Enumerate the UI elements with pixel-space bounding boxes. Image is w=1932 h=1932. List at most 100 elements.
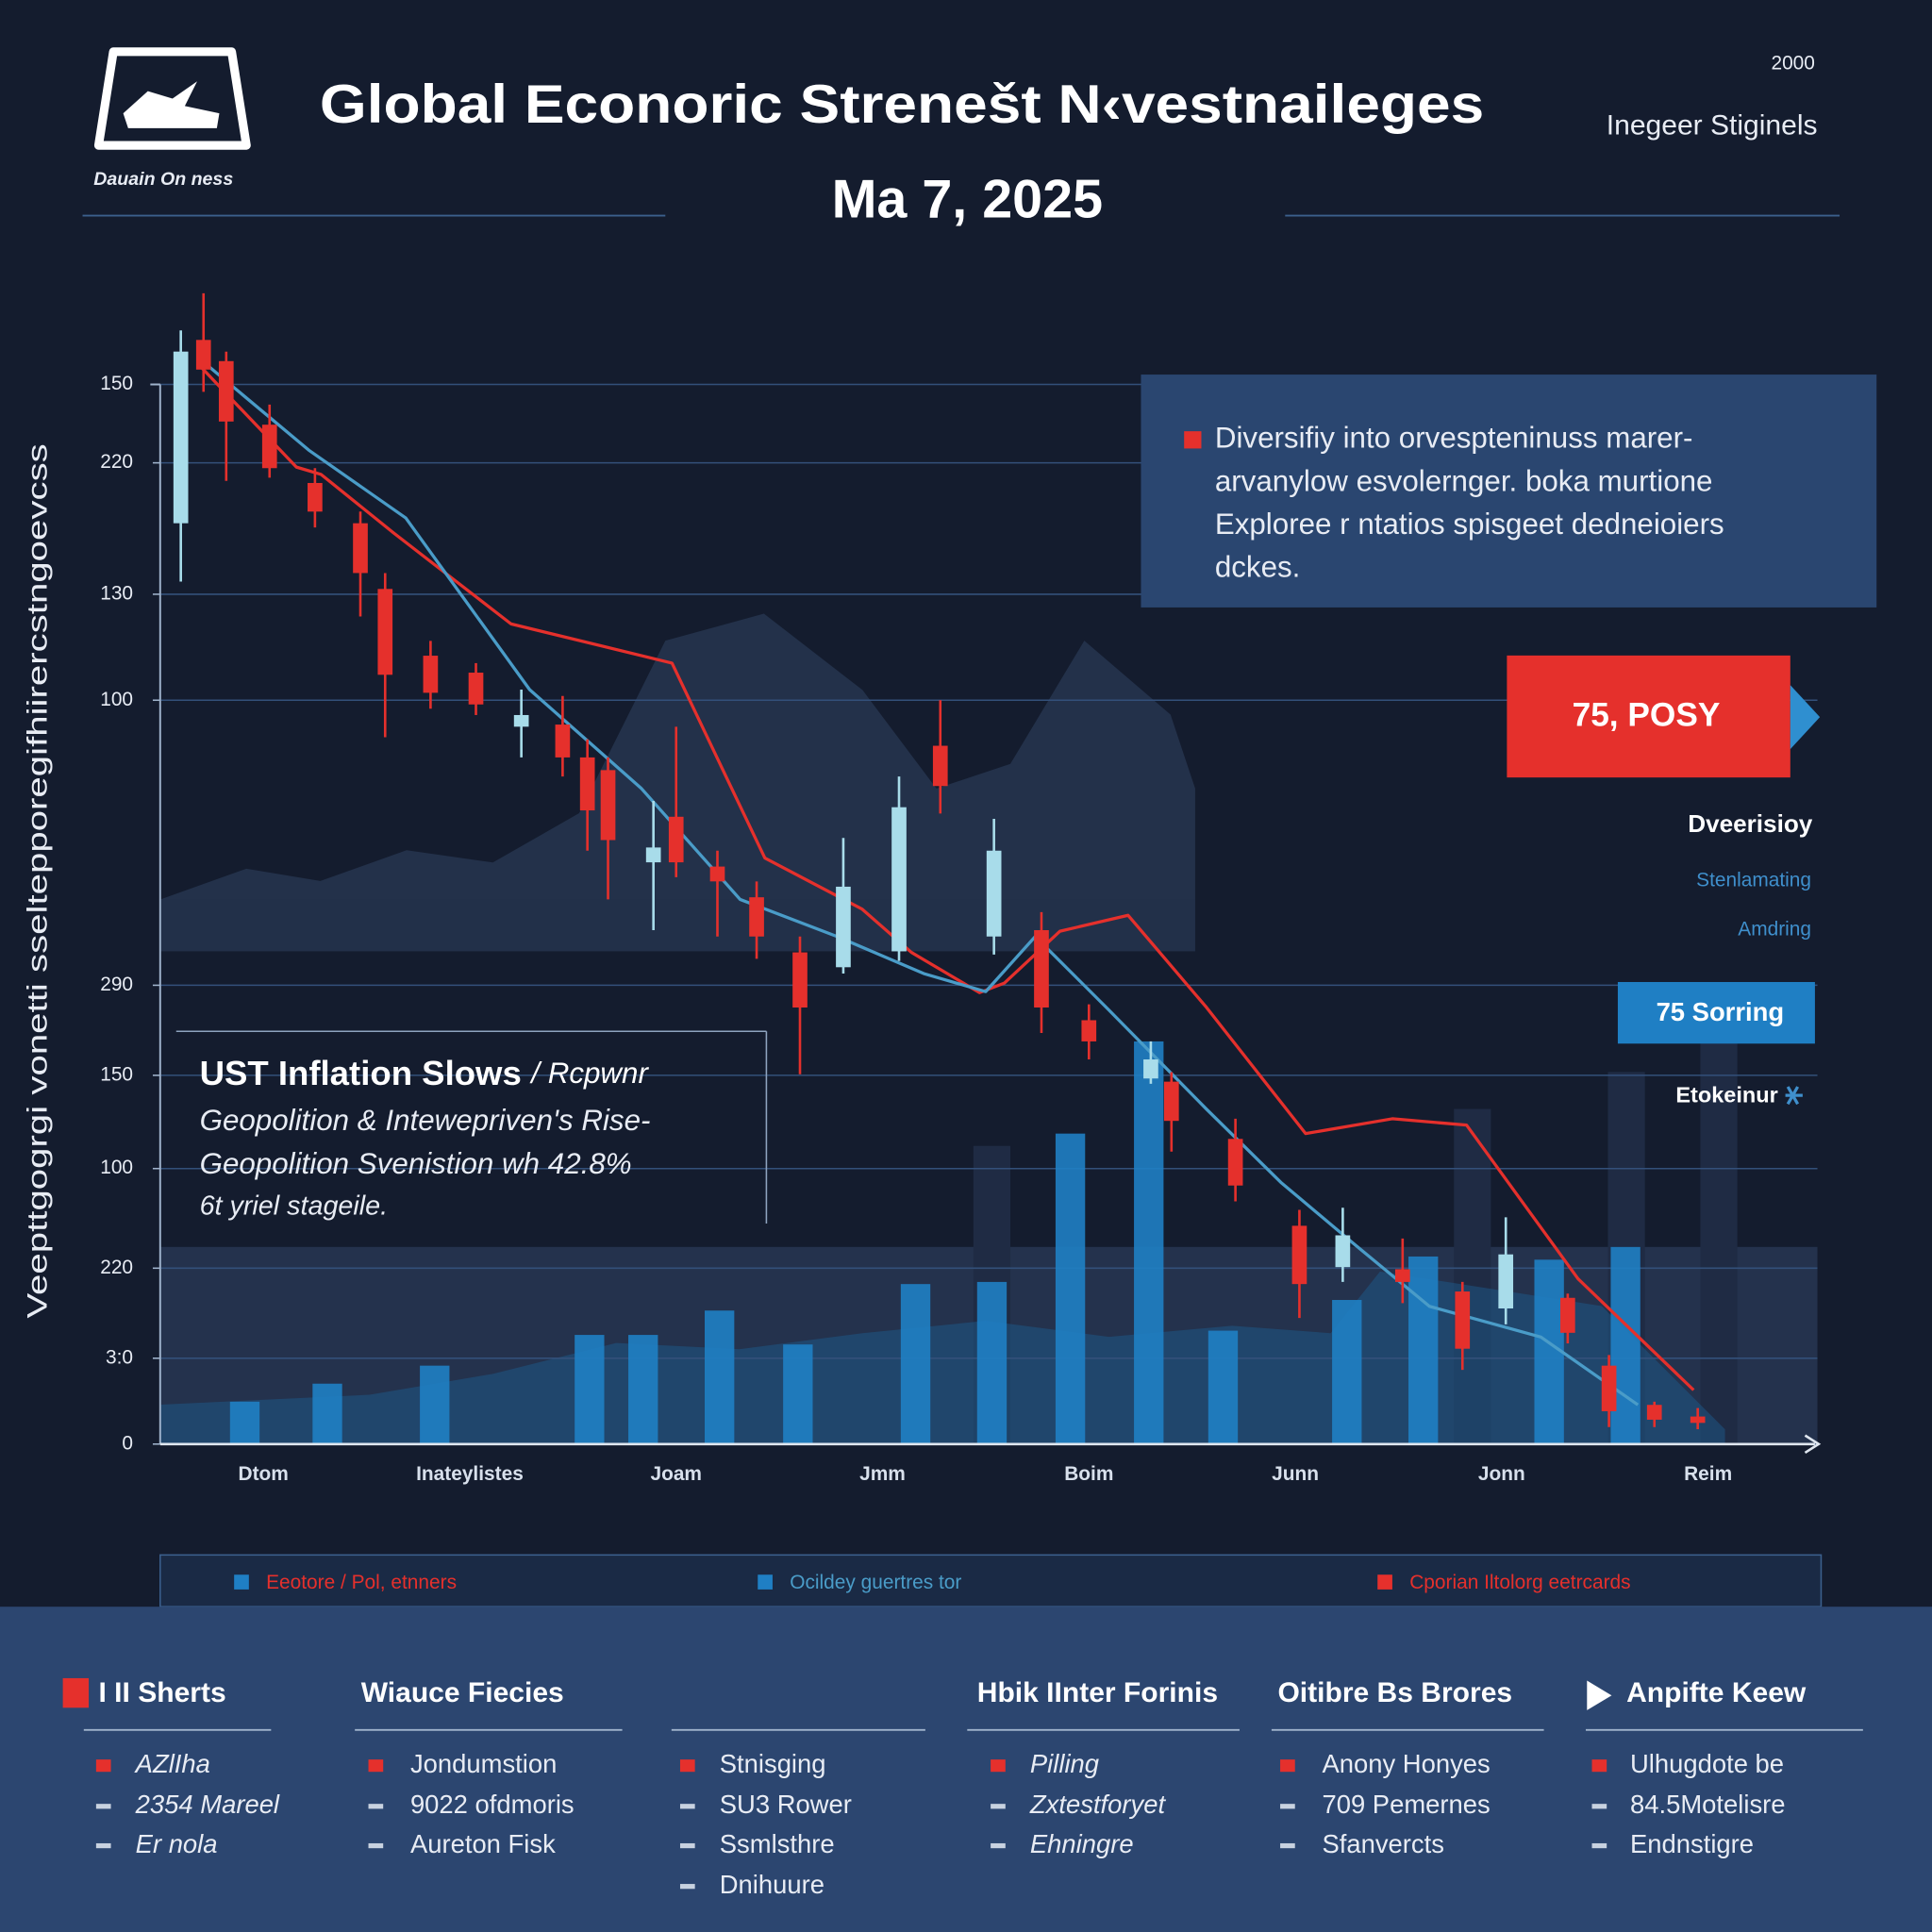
- footer-item: 2354 Mareel: [135, 1790, 280, 1819]
- legend-marker: [234, 1574, 249, 1590]
- x-axis-arrow: [1804, 1434, 1822, 1455]
- y-tick-label: 150: [100, 373, 133, 394]
- footer: [0, 1607, 1932, 1932]
- candle-body: [1690, 1416, 1706, 1424]
- backdrop-mountain: [159, 613, 1195, 952]
- footer-item: Zxtestforyet: [1029, 1790, 1167, 1819]
- candle-body: [836, 886, 851, 968]
- bar: [628, 1335, 658, 1444]
- candle-body: [1034, 929, 1049, 1008]
- annotation-line: Geopolition & Intewepriven's Rise-: [200, 1104, 651, 1137]
- backdrop-band: [159, 899, 1195, 952]
- footer-item: Pilling: [1030, 1749, 1099, 1778]
- footer-item: Er nola: [136, 1829, 218, 1858]
- top-right-label: Inegeer Stiginels: [1607, 109, 1818, 141]
- y-tick-label: 100: [100, 689, 133, 710]
- x-tick-label: Joam: [650, 1463, 702, 1485]
- candle-body: [709, 866, 725, 882]
- footer-item: Aureton Fisk: [410, 1829, 556, 1858]
- bar: [783, 1344, 813, 1444]
- candle-body: [749, 897, 764, 937]
- footer-item: SU3 Rower: [720, 1790, 852, 1819]
- side-note-icon: [1785, 1086, 1803, 1106]
- x-tick-label: Dtom: [239, 1463, 289, 1485]
- bar: [229, 1401, 260, 1444]
- candle-body: [792, 952, 808, 1008]
- footer-bullet: [679, 1759, 695, 1773]
- x-tick-label: Jonn: [1478, 1463, 1525, 1485]
- y-tick-label: 290: [100, 974, 133, 995]
- footer-bullet: [1591, 1804, 1607, 1809]
- bar: [1534, 1259, 1564, 1444]
- backdrop-column: [1700, 1035, 1738, 1444]
- legend-label: Ocildey guertres tor: [790, 1572, 961, 1593]
- bar: [575, 1335, 605, 1444]
- footer-bullet: [679, 1842, 695, 1849]
- candle-body: [1560, 1297, 1575, 1333]
- logo-text: Dauain On ness: [93, 169, 233, 190]
- date: Ma 7, 2025: [832, 170, 1103, 230]
- footer-item: Sfanvercts: [1322, 1829, 1443, 1858]
- candle-body: [1227, 1139, 1243, 1186]
- callout-line: Diversifiy into orvespteninuss marer-: [1215, 422, 1693, 455]
- bar: [420, 1365, 450, 1444]
- footer-bullet: [1280, 1804, 1295, 1809]
- candle-body: [1455, 1291, 1471, 1349]
- candle-body: [986, 850, 1002, 937]
- footer-heading: Wiauce Fiecies: [361, 1677, 564, 1708]
- footer-item: 709 Pemernes: [1322, 1790, 1490, 1819]
- legend-label: Cporian Iltolorg eetrcards: [1409, 1572, 1630, 1593]
- annotation-heading-main: UST Inflation Slows: [200, 1054, 522, 1092]
- logo-icon: [123, 81, 220, 128]
- candle-body: [261, 425, 277, 469]
- candle-body: [645, 847, 661, 863]
- legend-marker: [758, 1574, 773, 1590]
- footer-item: Ulhugdote be: [1630, 1749, 1784, 1778]
- footer-bullet: [1280, 1759, 1295, 1773]
- candle-body: [377, 589, 393, 675]
- footer-item: AZlIha: [134, 1749, 210, 1778]
- footer-bullet: [368, 1842, 384, 1849]
- candle-body: [308, 482, 323, 512]
- annotation-heading-suffix: / Rcpwnr: [529, 1058, 649, 1091]
- annotation-line: 6t yriel stageile.: [200, 1191, 389, 1222]
- footer-bullet: [679, 1804, 695, 1809]
- bar: [1610, 1246, 1641, 1444]
- annotation-line: Geopolition Svenistion wh 42.8%: [200, 1147, 632, 1180]
- badge-secondary: [1617, 981, 1815, 1044]
- bar: [312, 1383, 342, 1444]
- footer-bullet: [368, 1759, 384, 1773]
- side-note: Etokeinur: [1675, 1083, 1777, 1108]
- legend: Eeotore / Pol, etnners Ocildey guertres t…: [234, 1572, 1631, 1593]
- candle-body: [1163, 1081, 1179, 1122]
- candle-body: [1394, 1269, 1410, 1282]
- badge: [1507, 655, 1790, 778]
- x-tick-label: Junn: [1272, 1463, 1319, 1485]
- side-item: Amdring: [1738, 919, 1811, 941]
- footer-bullet: [95, 1804, 111, 1809]
- footer-icon: [1587, 1680, 1612, 1710]
- footer-columns: I II Sherts AZlIha 2354 Mareel Er nola Wiauc…: [62, 1677, 1863, 1899]
- bar: [900, 1284, 931, 1444]
- footer-bullet: [991, 1804, 1006, 1809]
- footer-bullet: [991, 1842, 1006, 1849]
- callout-line: dckes.: [1215, 551, 1301, 584]
- footer-heading: Anpifte Keew: [1626, 1677, 1807, 1708]
- trend-line: [195, 361, 1695, 1391]
- footer-item: Endnstigre: [1630, 1829, 1754, 1858]
- candle-body: [668, 816, 684, 863]
- x-tick-label: Inateylistes: [416, 1463, 524, 1485]
- footer-bullet: [1280, 1842, 1295, 1849]
- footer-item: Jondumstion: [410, 1749, 557, 1778]
- candle-body: [1498, 1254, 1514, 1308]
- bar: [1332, 1300, 1362, 1444]
- footer-heading: Oitibre Bs Brores: [1277, 1677, 1512, 1708]
- badge-arrow: [1790, 685, 1821, 750]
- candle-body: [1335, 1235, 1351, 1268]
- bar: [705, 1310, 735, 1444]
- candle-body: [579, 757, 595, 811]
- legend-box: [159, 1554, 1823, 1607]
- trend-line: [196, 356, 1640, 1407]
- x-tick-label: Boim: [1064, 1463, 1113, 1485]
- plot: [152, 292, 1818, 1445]
